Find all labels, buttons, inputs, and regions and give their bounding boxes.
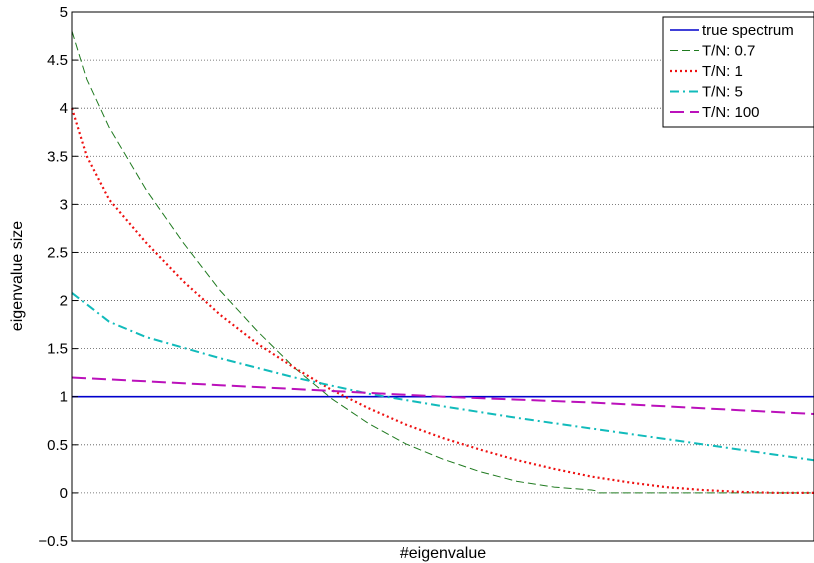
y-tick-label: 2.5 (47, 244, 68, 261)
y-tick-label: 3.5 (47, 148, 68, 165)
y-tick-label: 3 (60, 196, 68, 213)
y-tick-label: 4 (60, 100, 68, 117)
series-line (70, 107, 814, 494)
legend-label: T/N: 5 (702, 84, 743, 101)
series-line (71, 31, 814, 494)
y-tick-label: 5 (60, 4, 68, 21)
y-tick-label: −0.5 (38, 533, 68, 550)
y-tick-label: 4.5 (47, 52, 68, 69)
plot-frame (71, 11, 814, 542)
legend-label: T/N: 0.7 (702, 43, 755, 60)
y-axis-label: eigenvalue size (9, 221, 26, 331)
series-lines (70, 31, 814, 494)
y-tick-label: 2 (60, 293, 68, 310)
x-axis-label: #eigenvalue (400, 545, 486, 562)
y-tick-label: 0.5 (47, 437, 68, 454)
y-axis-ticks: −0.5 0 0.5 1 1.5 2 2.5 3 3.5 4 4.5 5 (38, 4, 78, 550)
y-tick-label: 0 (60, 485, 68, 502)
legend-label: true spectrum (702, 22, 794, 39)
y-tick-label: 1.5 (47, 341, 68, 358)
legend-label: T/N: 1 (702, 63, 743, 80)
grid-lines (72, 59, 814, 494)
y-tick-label: 1 (60, 389, 68, 406)
legend-box (662, 16, 814, 128)
series-line (71, 376, 814, 415)
series-line (71, 292, 814, 462)
legend: true spectrum T/N: 0.7 T/N: 1 T/N: 5 T/N: 10… (662, 16, 814, 128)
legend-label: T/N: 100 (702, 104, 760, 121)
